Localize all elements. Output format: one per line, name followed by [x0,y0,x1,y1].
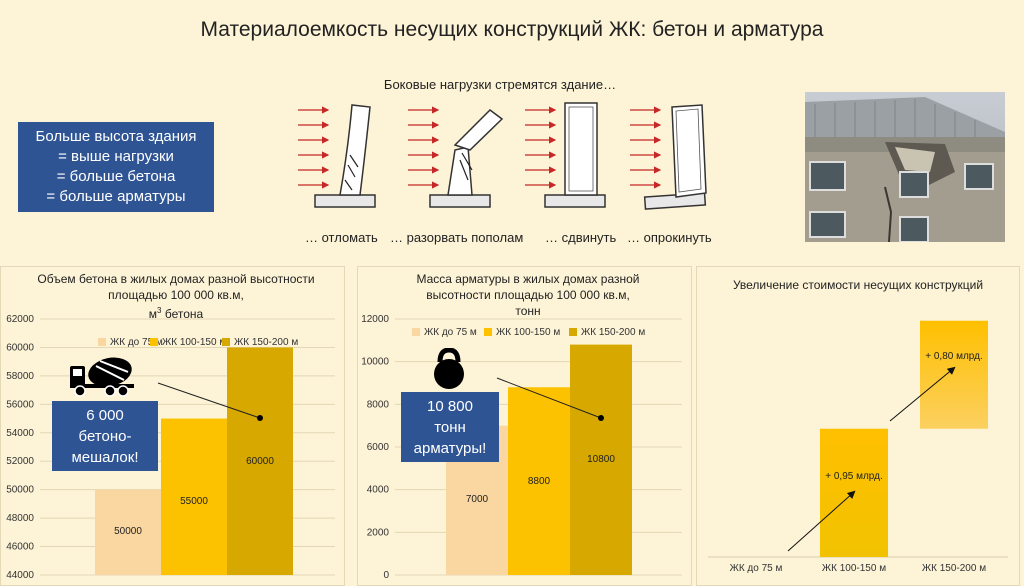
y-tick-label: 4000 [367,485,390,496]
chart-title-line: тонн [515,304,541,318]
callout-pointer-dot [598,415,604,421]
y-tick-label: 44000 [6,570,34,581]
tipping-building-icon [671,104,707,198]
concrete-chart-title: Объем бетона в жилых домах разной высотн… [21,271,331,322]
y-tick-label: 60000 [6,342,34,353]
concrete-mixer-truck-icon [70,357,134,397]
bar-value-label: 8800 [528,476,551,487]
legend-label: ЖК 150-200 м [234,337,298,348]
y-tick-label: 8000 [367,399,390,410]
legend-swatch [484,328,492,336]
info-line: = больше арматуры [46,188,186,205]
broken-building-upper-icon [453,109,504,151]
y-tick-label: 12000 [361,314,389,325]
x-tick-label: ЖК 150-200 м [922,563,986,574]
bar [508,387,570,575]
callout-line: бетоно- [78,427,132,445]
cost-chart: ЖК до 75 м + 0,95 млрд. ЖК 100-150 м + 0,80… [708,320,1008,574]
legend-label: ЖК 100-150 м [496,327,560,338]
cost-step-label: + 0,80 млрд. [925,351,983,362]
foundation-icon [429,194,491,208]
bar [570,344,632,575]
y-tick-label: 58000 [6,371,34,382]
y-tick-label: 52000 [6,456,34,467]
rebar-callout: 10 800 тонн арматуры! [401,392,499,462]
rebar-chart: 0 2000 4000 6000 8000 10000 12000 7000 8800 10800… [361,314,682,581]
bar-value-label: 50000 [114,526,142,537]
cost-step-bar [920,320,988,429]
cost-chart-title: Увеличение стоимости несущих конструкций [732,278,984,292]
mixer-callout: 6 000 бетоно- мешалок! [52,401,158,471]
bar [95,489,161,575]
caption-tear-apart: … разорвать пополам [390,230,524,245]
y-tick-label: 6000 [367,442,390,453]
callout-pointer-dot [257,415,263,421]
y-tick-label: 0 [383,570,389,581]
y-tick-label: 62000 [6,314,34,325]
caption-overturn: … опрокинуть [627,230,712,245]
caption-break-off: … отломать [305,230,378,245]
diagram-title: Боковые нагрузки стремятся здание… [383,77,617,92]
info-box: Больше высота здания = выше нагрузки = б… [18,122,214,212]
legend-swatch [412,328,420,336]
legend-label: ЖК 150-200 м [581,327,645,338]
legend-label: ЖК до 75 м [424,327,477,338]
growth-arrow [889,366,956,422]
callout-line: тонн [434,418,466,436]
y-tick-label: 56000 [6,399,34,410]
page-title: Материалоемкость несущих конструкций ЖК:… [200,18,824,41]
info-line: = больше бетона [56,168,176,185]
y-tick-label: 48000 [6,513,34,524]
chart-title-line: высотности площадью 100 000 кв.м, [426,288,630,302]
callout-line: 10 800 [427,397,473,415]
callout-pointer-line [496,377,602,419]
callout-line: 6 000 [86,406,124,424]
info-line: Больше высота здания [35,128,197,145]
chart-title-line: площадью 100 000 кв.м, [108,288,244,302]
rebar-chart-title: Масса арматуры в жилых домах разной высо… [378,271,678,319]
bar [227,347,293,575]
bar-value-label: 7000 [466,494,489,505]
bar-value-label: 55000 [180,496,208,507]
cost-step-label: + 0,95 млрд. [825,471,883,482]
legend-swatch [150,338,158,346]
legend-swatch [569,328,577,336]
bar-value-label: 60000 [246,456,274,467]
bar [161,418,227,575]
bar-value-label: 10800 [587,454,615,465]
foundation-icon [314,194,376,208]
y-tick-label: 2000 [367,527,390,538]
info-line: = выше нагрузки [58,148,174,165]
foundation-icon [643,192,707,210]
chart-title-line: Объем бетона в жилых домах разной высотн… [37,272,315,286]
x-tick-label: ЖК 100-150 м [822,563,886,574]
concrete-chart: 44000 46000 48000 50000 52000 54000 56000 58000… [6,314,335,581]
chart-unit: м3 бетона [148,306,204,321]
caption-shift: … сдвинуть [545,230,617,245]
kettlebell-icon [434,348,464,389]
y-tick-label: 10000 [361,357,389,368]
legend-label: ЖК до 75 м [110,337,163,348]
load-arrows-icon [298,106,662,189]
foundation-icon [544,194,606,208]
bent-building-icon [339,104,371,196]
callout-pointer-line [157,382,261,419]
y-tick-label: 46000 [6,542,34,553]
shifted-building-icon [564,102,598,196]
x-tick-label: ЖК до 75 м [730,563,783,574]
y-tick-label: 54000 [6,428,34,439]
callout-line: арматуры! [413,439,487,457]
legend-swatch [222,338,230,346]
legend-swatch [98,338,106,346]
growth-arrow [787,490,856,552]
lateral-load-diagram [298,102,707,210]
damaged-building-photo [805,92,1005,242]
callout-line: мешалок! [71,448,139,466]
y-tick-label: 50000 [6,485,34,496]
broken-building-lower-icon [447,146,473,196]
chart-title-line: Масса арматуры в жилых домах разной [416,272,640,286]
cost-step-bar [820,428,888,557]
legend-label: ЖК 100-150 м [162,337,226,348]
